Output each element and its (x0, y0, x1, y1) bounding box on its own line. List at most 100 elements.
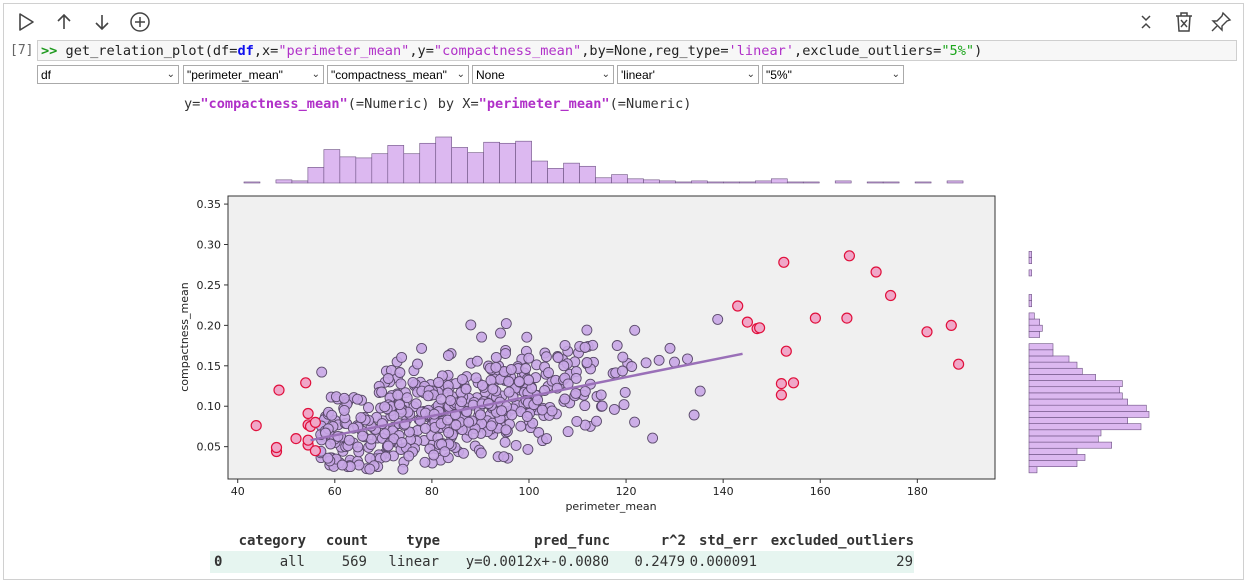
outlier-point (741, 316, 754, 328)
pin-icon[interactable] (1209, 10, 1233, 34)
delete-icon[interactable] (1172, 10, 1196, 34)
data-point (396, 437, 408, 448)
hist-bar (770, 178, 788, 184)
arrow-up-icon[interactable] (52, 10, 76, 34)
code-text: ) (974, 43, 983, 59)
hist-bar (866, 181, 884, 184)
code-editor[interactable]: >> get_relation_plot(df=df,x="perimeter_… (37, 40, 1237, 61)
hist-bar (1028, 349, 1054, 357)
data-point (475, 447, 487, 459)
header-excluded-outliers: excluded_outliers (770, 533, 914, 549)
hist-bar (355, 157, 373, 184)
outlier-point (921, 326, 933, 338)
right-histogram (1028, 251, 1150, 474)
data-point (443, 427, 455, 438)
add-icon[interactable] (128, 10, 152, 34)
data-point (559, 339, 571, 351)
header-count: count (325, 533, 368, 549)
data-point (435, 393, 447, 405)
dropdown-by[interactable]: None ⌄ (472, 65, 614, 84)
data-point (495, 327, 506, 339)
dropdown-value: "compactness_mean" (331, 68, 447, 82)
hist-bar (403, 153, 421, 184)
y-tick-label: 0.20 (197, 319, 222, 332)
hist-bar (483, 141, 500, 184)
outlier-point (945, 319, 957, 331)
hist-bar (1028, 374, 1096, 381)
hist-bar (499, 142, 516, 184)
run-icon[interactable] (14, 10, 38, 34)
hist-bar (834, 180, 852, 184)
outlier-point (270, 441, 283, 454)
data-point (395, 378, 407, 390)
hist-bar (307, 167, 325, 184)
data-point (382, 440, 394, 452)
hist-bar (579, 165, 596, 184)
outlier-point (778, 256, 790, 268)
data-point (571, 415, 583, 427)
hist-bar (1028, 324, 1043, 332)
data-point (380, 451, 392, 463)
data-point (490, 361, 502, 373)
dropdown-x[interactable]: "perimeter_mean" ⌄ (183, 65, 324, 84)
data-point (499, 436, 511, 448)
dropdown-reg-type[interactable]: 'linear' ⌄ (617, 65, 759, 84)
x-tick-label: 80 (425, 485, 439, 498)
x-axis-label: perimeter_mean (565, 500, 656, 513)
x-tick-label: 180 (907, 485, 928, 498)
dropdown-y[interactable]: "compactness_mean" ⌄ (327, 65, 469, 84)
hist-bar (387, 145, 405, 184)
hist-bar (467, 152, 484, 184)
data-point (403, 450, 415, 462)
header-r2: r^2 (660, 533, 686, 549)
data-point (503, 386, 515, 398)
code-string: "compactness_mean" (433, 43, 582, 59)
cell-pred-func: y=0.0012x+-0.0080 (440, 551, 610, 573)
outlier-point (870, 266, 882, 278)
collapse-icon[interactable] (1134, 10, 1158, 34)
hist-bar (611, 174, 628, 184)
y-axis-label: compactness_mean (178, 282, 191, 392)
dropdown-df[interactable]: df ⌄ (37, 65, 179, 84)
outlier-point (775, 389, 788, 401)
x-tick-label: 100 (518, 485, 539, 498)
outlier-point (787, 377, 800, 389)
outlier-point (884, 289, 897, 302)
header-std-err: std_err (698, 533, 758, 549)
data-point (401, 392, 413, 404)
hist-bar (786, 181, 804, 184)
data-point (442, 350, 454, 361)
data-point (543, 367, 554, 379)
data-point (392, 389, 404, 401)
hist-bar (547, 168, 564, 184)
data-point (376, 386, 388, 398)
data-point (629, 324, 641, 336)
code-text: ,y= (409, 43, 434, 59)
arrow-down-icon[interactable] (90, 10, 114, 34)
data-point (439, 446, 451, 458)
y-tick-label: 0.30 (197, 239, 222, 252)
dropdown-value: "5%" (766, 68, 792, 82)
plot-title-part: (=Numeric) (609, 96, 692, 112)
hist-bar (1028, 447, 1078, 455)
chevron-down-icon: ⌄ (601, 69, 610, 80)
data-point (382, 373, 394, 384)
data-point (500, 348, 511, 359)
code-text: get_relation_plot(df= (57, 43, 238, 59)
data-point (500, 318, 512, 330)
hist-bar (659, 180, 676, 184)
data-point (682, 353, 693, 365)
dropdown-value: 'linear' (621, 68, 655, 82)
x-tick-label: 140 (713, 485, 734, 498)
data-point (326, 409, 338, 421)
table-row: 0 all 569 linear y=0.0012x+-0.0080 0.247… (210, 551, 914, 573)
outlier-point (775, 378, 788, 390)
data-point (467, 428, 479, 440)
data-point (647, 432, 659, 444)
data-point (325, 438, 337, 450)
dropdown-exclude-outliers[interactable]: "5%" ⌄ (762, 65, 904, 84)
dropdown-value: "perimeter_mean" (187, 68, 283, 82)
outlier-point (273, 384, 285, 396)
outlier-point (732, 300, 744, 312)
hist-bar (1028, 386, 1120, 394)
